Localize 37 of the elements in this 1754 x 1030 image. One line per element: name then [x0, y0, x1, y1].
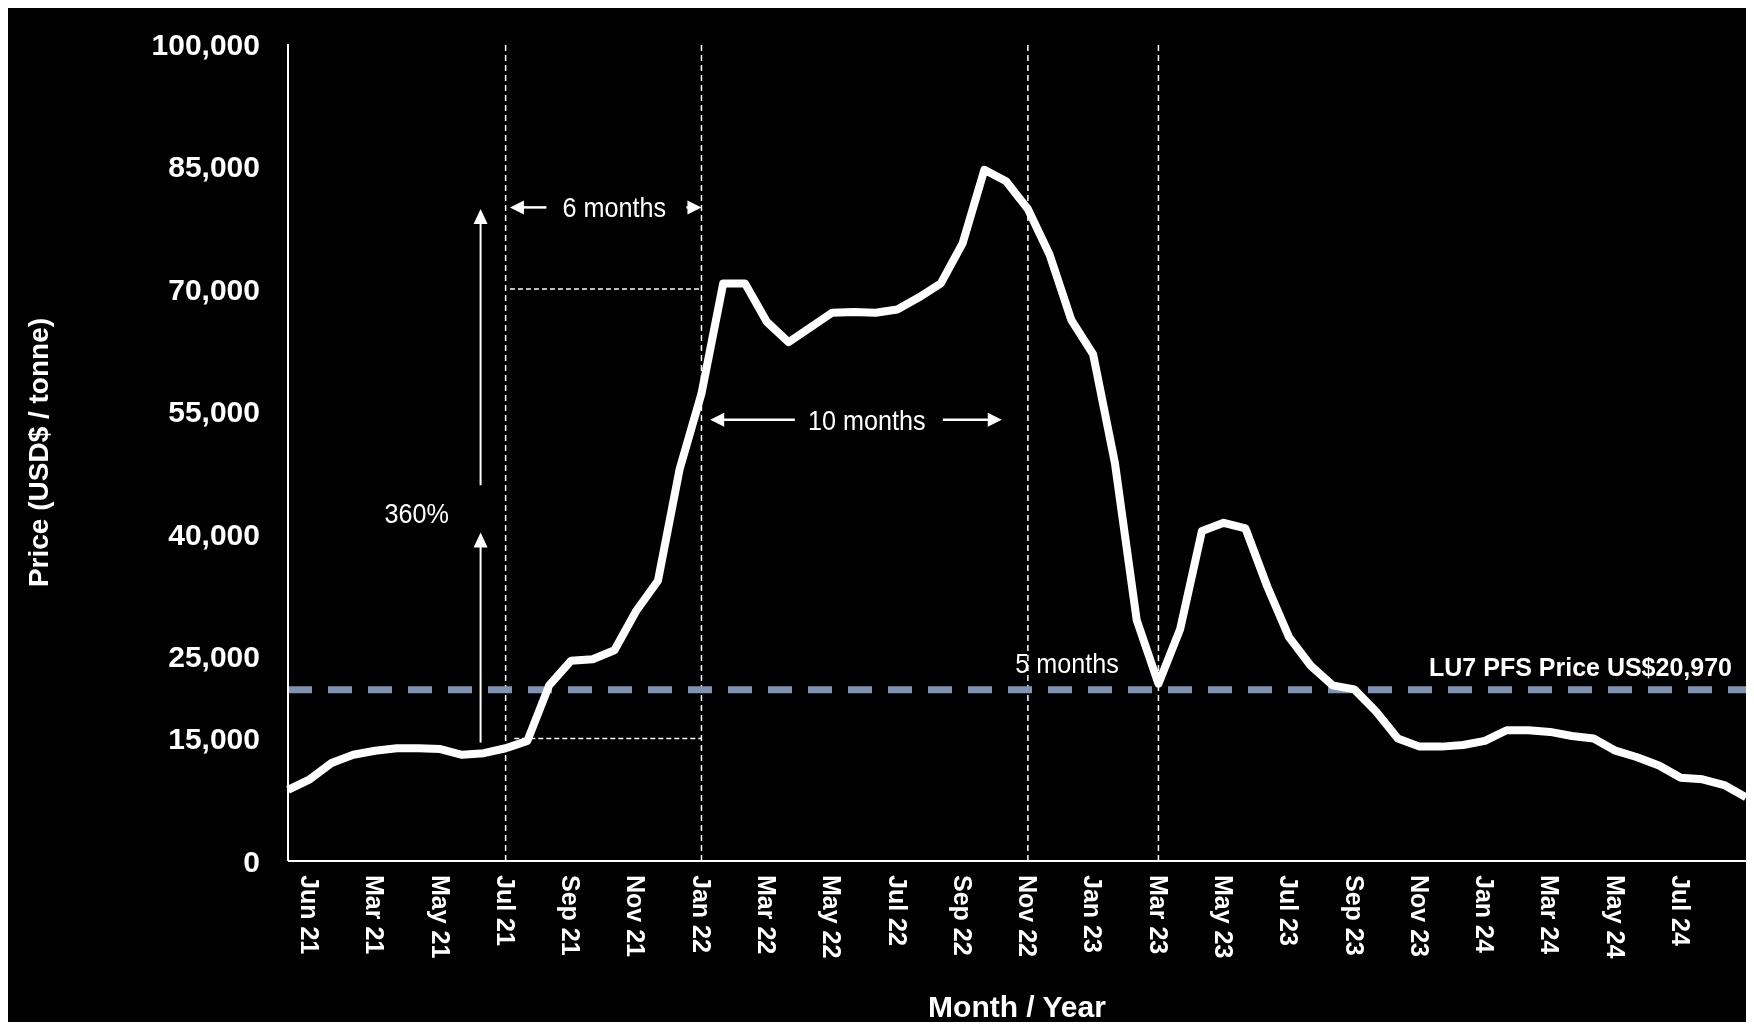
x-tick-label: Mar 24 [1536, 875, 1565, 955]
annotation: 10 months [808, 404, 926, 436]
x-tick-label: Jun 21 [296, 875, 325, 955]
x-tick-label: May 21 [426, 875, 455, 959]
x-tick-label: Jul 23 [1275, 875, 1304, 946]
y-tick-label: 100,000 [151, 27, 260, 61]
x-tick-label: Jan 24 [1471, 875, 1500, 953]
x-axis-title: Month / Year [928, 990, 1107, 1023]
x-tick-label: Sep 21 [557, 875, 586, 956]
x-tick-label: May 22 [818, 875, 847, 959]
x-tick-label: Nov 23 [1405, 875, 1434, 957]
y-tick-label: 85,000 [168, 150, 260, 184]
x-tick-label: May 23 [1209, 875, 1238, 959]
y-tick-label: 25,000 [168, 640, 260, 674]
x-tick-label: Mar 21 [361, 875, 390, 955]
x-tick-label: Nov 22 [1014, 875, 1043, 957]
x-tick-label: Mar 22 [753, 875, 781, 955]
x-tick-label: Sep 23 [1340, 875, 1369, 956]
y-tick-label: 55,000 [168, 395, 260, 429]
annotation: 360% [384, 497, 450, 530]
x-tick-label: Jul 21 [491, 875, 520, 946]
x-tick-label: Jul 22 [883, 875, 912, 946]
annotation: 5 months [1015, 647, 1119, 680]
annotation: 6 months [562, 191, 667, 224]
x-tick-label: Jul 24 [1666, 875, 1695, 946]
x-tick-label: Nov 21 [622, 875, 651, 958]
x-tick-label: Sep 22 [948, 875, 977, 956]
x-tick-label: Jan 23 [1079, 875, 1108, 953]
y-tick-label: 70,000 [168, 272, 260, 306]
y-tick-label: 15,000 [168, 722, 260, 756]
ref-line-label: LU7 PFS Price US$20,970 [1429, 652, 1732, 681]
x-tick-label: Mar 23 [1144, 875, 1173, 955]
x-tick-label: May 24 [1601, 875, 1630, 959]
y-tick-label: 0 [243, 844, 260, 878]
y-tick-label: 40,000 [168, 517, 260, 551]
y-axis-title: Price (USD$ / tonne) [22, 317, 54, 588]
x-tick-label: Jan 22 [687, 875, 716, 953]
